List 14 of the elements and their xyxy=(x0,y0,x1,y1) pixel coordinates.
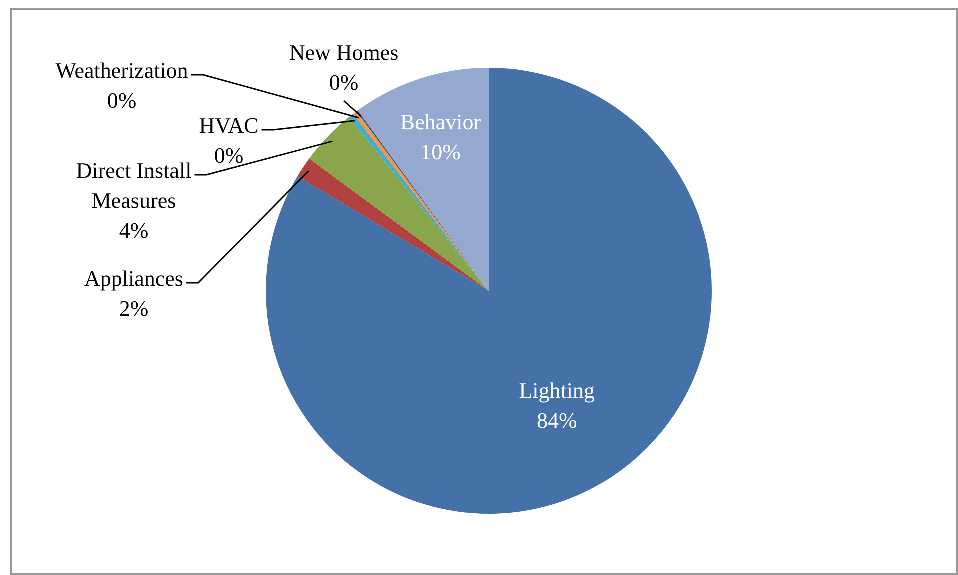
slice-label: Weatherization xyxy=(56,58,188,83)
slice-label: Lighting xyxy=(519,378,596,404)
data-label: 10% xyxy=(420,139,461,164)
slice-label: Direct Install Measures xyxy=(76,158,192,213)
data-label: 84% xyxy=(536,408,578,434)
slice-label: New Homes xyxy=(289,40,399,65)
data-label: 4% xyxy=(119,218,149,243)
slice-label: Appliances xyxy=(84,266,184,291)
data-label: 0% xyxy=(214,142,244,168)
slice-label: HVAC xyxy=(199,112,259,138)
data-label: 2% xyxy=(119,296,149,321)
slice-label: Behavior xyxy=(400,109,482,134)
data-label: 0% xyxy=(107,88,137,113)
data-label: 0% xyxy=(329,70,359,95)
